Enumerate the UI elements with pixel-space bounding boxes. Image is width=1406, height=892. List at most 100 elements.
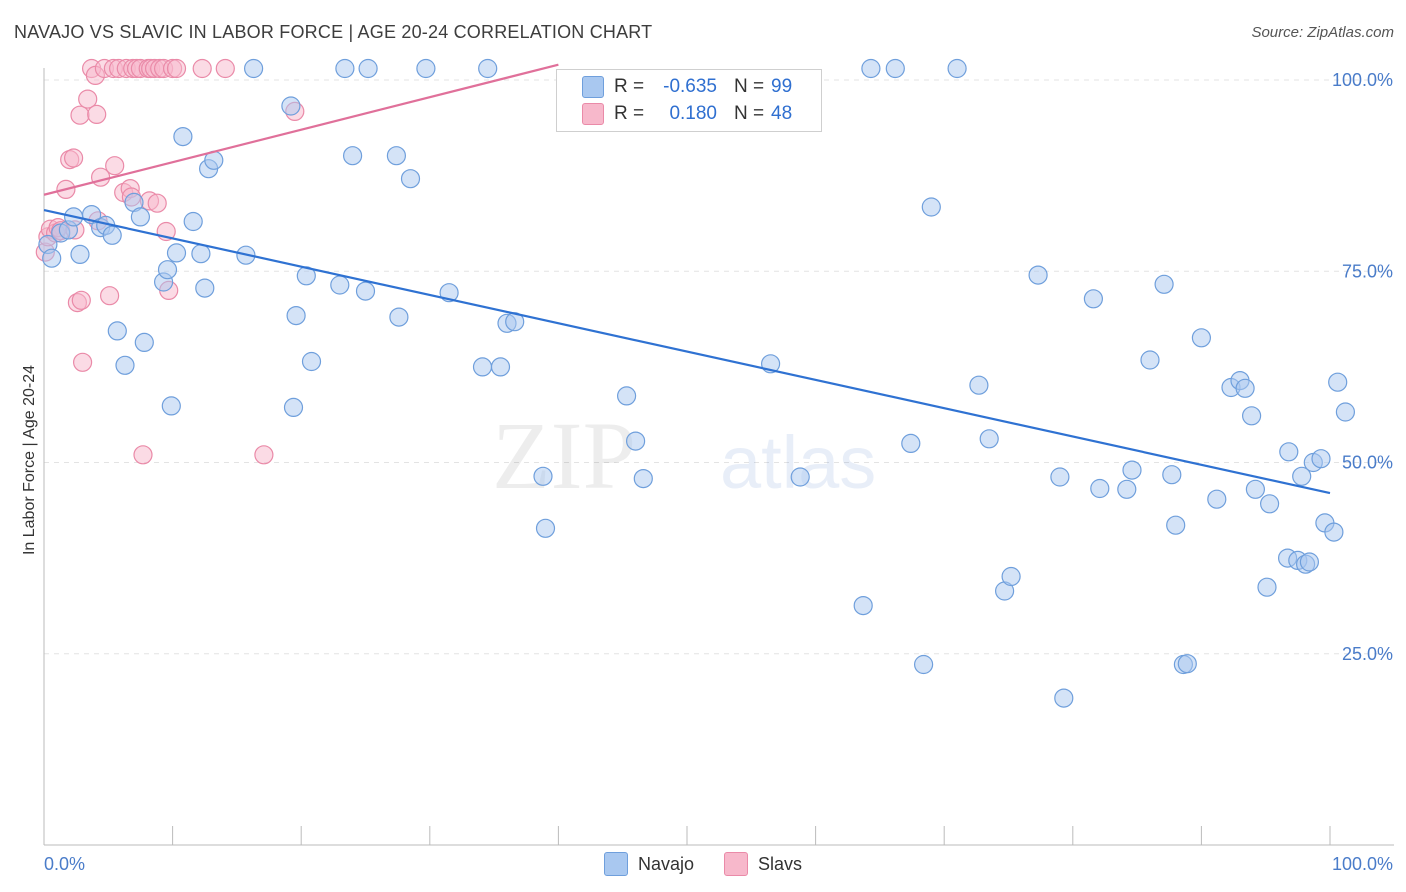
point-navajo [157, 260, 178, 280]
trend-line-slavs [43, 63, 559, 196]
point-navajo [286, 306, 306, 326]
point-slavs [192, 58, 212, 79]
point-navajo [134, 332, 154, 352]
point-navajo [969, 375, 989, 395]
point-navajo [1235, 378, 1255, 398]
watermark: ZIP atlas [492, 402, 876, 509]
point-navajo [1028, 265, 1048, 285]
point-navajo [70, 244, 90, 264]
point-navajo [1324, 522, 1344, 542]
point-navajo [1241, 406, 1262, 426]
legend-item-slavs[interactable]: Slavs [724, 852, 802, 876]
point-navajo [1245, 479, 1266, 499]
point-navajo [861, 58, 881, 79]
point-navajo [301, 351, 322, 372]
y-tick-label: 25.0% [1342, 644, 1393, 664]
point-slavs [71, 290, 91, 310]
tick-labels: 25.0% 50.0% 75.0% 100.0% 0.0% 100.0% [44, 70, 1393, 874]
point-navajo [244, 58, 264, 79]
r-label: R = [614, 76, 645, 97]
point-navajo [161, 396, 181, 416]
point-navajo [885, 58, 905, 79]
point-navajo [1311, 449, 1331, 469]
point-navajo [1166, 515, 1186, 535]
point-navajo [1299, 552, 1320, 572]
point-navajo [490, 357, 511, 377]
point-slavs [99, 286, 120, 306]
point-navajo [330, 275, 350, 295]
point-navajo [1259, 494, 1280, 514]
point-navajo [853, 595, 873, 616]
data-points [35, 58, 1356, 708]
legend-swatch-slavs [582, 103, 604, 125]
point-navajo [130, 207, 150, 227]
point-navajo [1117, 479, 1137, 499]
point-navajo [115, 355, 135, 375]
n-value: 48 [771, 103, 793, 124]
point-navajo [979, 429, 999, 449]
y-tick-label: 50.0% [1342, 453, 1393, 473]
point-slavs [254, 445, 274, 465]
legend-swatch-navajo [582, 76, 604, 98]
point-navajo [533, 466, 553, 486]
trend-lines [43, 63, 1331, 495]
point-navajo [633, 469, 653, 489]
point-slavs [63, 148, 84, 168]
point-navajo [386, 146, 406, 166]
point-navajo [335, 58, 355, 79]
legend-label-slavs: Slavs [758, 853, 803, 874]
point-navajo [1335, 402, 1356, 422]
point-navajo [355, 281, 376, 301]
n-label: N = [734, 76, 765, 97]
point-slavs [215, 58, 235, 79]
point-navajo [535, 518, 556, 538]
point-navajo [166, 243, 187, 263]
point-navajo [478, 58, 498, 79]
point-navajo [42, 248, 62, 268]
point-navajo [416, 58, 436, 79]
point-navajo [901, 433, 921, 453]
source-credit: Source: ZipAtlas.com [1251, 24, 1394, 41]
gridlines [44, 79, 1394, 655]
chart-title: NAVAJO VS SLAVIC IN LABOR FORCE | AGE 20… [14, 22, 653, 42]
point-slavs [105, 156, 125, 176]
x-tick-label-end: 100.0% [1332, 854, 1393, 874]
trend-line-navajo [43, 208, 1331, 495]
point-navajo [913, 654, 934, 675]
point-navajo [616, 386, 637, 406]
point-slavs [70, 105, 90, 125]
point-navajo [790, 467, 810, 487]
y-tick-label: 100.0% [1332, 70, 1393, 90]
point-navajo [1083, 289, 1104, 309]
series-legend: Navajo Slavs [0, 852, 1406, 876]
legend-swatch-slavs [724, 852, 748, 876]
point-navajo [625, 431, 646, 451]
point-navajo [1292, 466, 1312, 486]
point-navajo [1207, 489, 1227, 509]
point-slavs [72, 352, 93, 372]
y-tick-label: 75.0% [1342, 261, 1393, 281]
r-label: R = [614, 103, 645, 124]
point-navajo [1162, 465, 1182, 485]
r-value: 0.180 [669, 103, 717, 124]
point-slavs [78, 89, 98, 109]
point-navajo [1257, 577, 1277, 597]
point-navajo [191, 244, 211, 264]
point-navajo [1177, 654, 1197, 674]
point-navajo [343, 146, 363, 166]
legend-item-navajo[interactable]: Navajo [603, 852, 694, 876]
point-navajo [281, 96, 301, 116]
point-navajo [195, 278, 215, 298]
point-navajo [1054, 688, 1074, 708]
point-navajo [947, 58, 967, 79]
point-navajo [921, 197, 941, 217]
point-navajo [472, 357, 493, 377]
point-navajo [1140, 350, 1160, 370]
point-navajo [173, 127, 193, 147]
axes [43, 68, 1394, 846]
legend-label-navajo: Navajo [637, 853, 694, 874]
point-navajo [389, 307, 409, 327]
point-navajo [183, 211, 203, 232]
point-slavs [87, 104, 107, 125]
point-navajo [1191, 328, 1212, 348]
